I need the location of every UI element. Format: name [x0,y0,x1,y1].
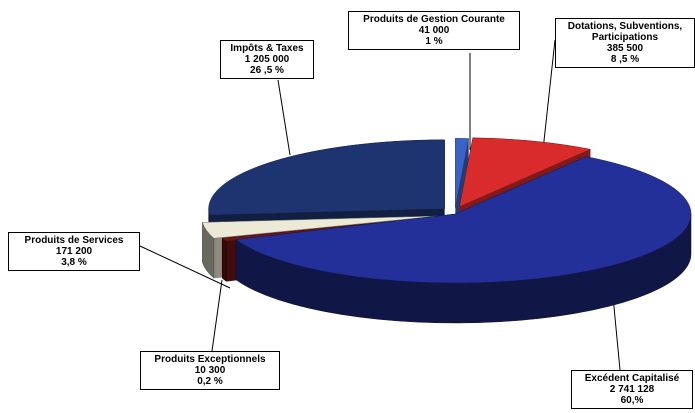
leader-line [211,279,223,352]
leader-lines [139,39,621,371]
label-dotations: Dotations, Subventions, Participations 3… [555,18,695,68]
label-produits-de-gestion-courante: Produits de Gestion Courante 41 000 1 % [348,11,520,50]
label-impots-percent: 26 ,5 % [250,65,284,76]
label-excedent-percent: 60,% [620,395,644,406]
label-excedent-capitalise: Excédent Capitalisé 2 741 128 60,% [571,370,693,409]
label-produits-de-services: Produits de Services 171 200 3,8 % [8,232,140,271]
label-produits-exceptionnels: Produits Exceptionnels 10 300 0,2 % [140,351,280,390]
label-excedent-value: 2 741 128 [609,384,655,395]
leader-line [277,79,291,156]
pie-slice-top [208,139,445,216]
pie-slice-side [221,237,227,283]
pie-slice-top [459,137,592,208]
label-services-percent: 3,8 % [61,257,87,268]
label-excedent-name: Excédent Capitalisé [584,373,680,384]
pie-slice-top [235,156,692,284]
label-exceptionnels-percent: 0,2 % [197,376,223,387]
label-impots-taxes: Impôts & Taxes 1 205 000 26 ,5 % [220,40,314,79]
label-dotations-name-2: Participations [591,32,659,43]
pie-slice-top [455,138,469,208]
label-dotations-value: 385 500 [606,43,644,54]
label-gestion-percent: 1 % [425,36,443,47]
leader-line [542,39,556,151]
label-services-name: Produits de Services [24,235,124,246]
pie-slices [202,137,692,324]
label-services-value: 171 200 [55,246,93,257]
leader-line [139,245,231,289]
label-gestion-name: Produits de Gestion Courante [363,14,505,25]
pie-slice-excedent-capitalise [235,156,692,324]
label-impots-name: Impôts & Taxes [230,43,304,54]
pie-slice-top [202,215,438,239]
label-exceptionnels-value: 10 300 [194,365,226,376]
label-impots-value: 1 205 000 [244,54,290,65]
label-exceptionnels-name: Produits Exceptionnels [154,354,266,365]
label-gestion-value: 41 000 [418,25,450,36]
label-dotations-percent: 8 ,5 % [610,54,640,65]
label-dotations-name: Dotations, Subventions, [567,21,683,32]
